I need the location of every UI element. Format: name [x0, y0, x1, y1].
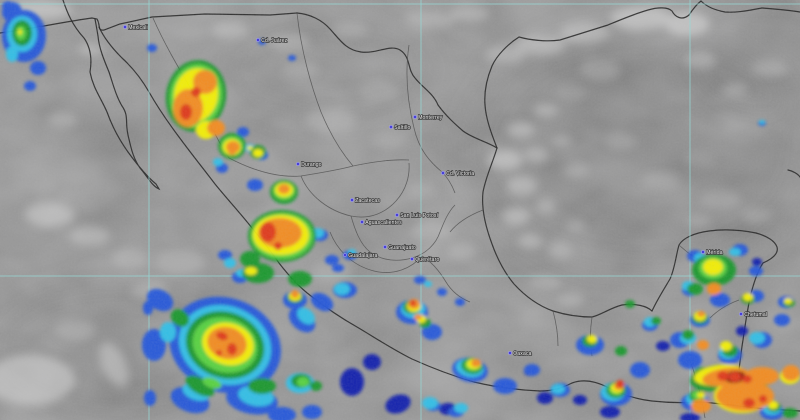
city-marker: Cd. Juárez	[256, 37, 288, 44]
city-dot	[343, 253, 347, 257]
city-dot	[296, 162, 300, 166]
city-label: Oaxaca	[513, 351, 531, 357]
city-label: Guanajuato	[388, 245, 416, 251]
city-label: Aguascalientes	[365, 220, 402, 226]
city-label: Mexicali	[128, 25, 148, 31]
city-marker: Aguascalientes	[360, 219, 403, 227]
city-marker: Oaxaca	[508, 350, 532, 357]
city-marker: Mexicali	[123, 24, 148, 31]
city-label: Cd. Victoria	[446, 171, 474, 177]
city-label: Chetumal	[744, 312, 767, 318]
city-label: Zacatecas	[355, 198, 380, 204]
city-dot	[256, 38, 260, 42]
city-marker-layer: Mexicali Cd. Juárez Durango Monterrey Saltil…	[123, 24, 768, 357]
city-label: Durango	[301, 162, 322, 168]
city-label: Saltillo	[394, 125, 410, 131]
city-dot	[383, 245, 387, 249]
city-marker: San Luis Potosí	[395, 212, 439, 220]
city-label: San Luis Potosí	[400, 213, 438, 219]
city-marker: Saltillo	[389, 124, 411, 132]
city-dot	[701, 250, 705, 254]
city-marker: Cd. Victoria	[441, 170, 475, 178]
city-label: Cd. Juárez	[261, 38, 287, 44]
city-marker: Durango	[296, 161, 322, 169]
city-label: Monterrey	[418, 115, 443, 121]
city-marker: Chetumal	[739, 311, 768, 318]
city-marker: Monterrey	[413, 114, 443, 122]
city-dot	[350, 198, 354, 202]
city-dot	[413, 115, 417, 119]
city-dot	[395, 213, 399, 217]
city-marker: Guanajuato	[383, 244, 417, 252]
city-dot	[410, 257, 414, 261]
city-dot	[389, 125, 393, 129]
city-dot	[123, 25, 127, 29]
city-label: Querétaro	[415, 257, 439, 263]
city-dot	[508, 351, 512, 355]
city-marker: Guadalajara	[343, 252, 378, 259]
city-marker: Mérida	[701, 249, 723, 257]
city-marker: Zacatecas	[350, 197, 381, 205]
city-marker: Querétaro	[410, 256, 440, 263]
city-label: Mérida	[706, 250, 723, 256]
city-dot	[441, 171, 445, 175]
city-dot	[360, 220, 364, 224]
city-dot	[739, 312, 743, 316]
city-label: Guadalajara	[348, 253, 377, 259]
